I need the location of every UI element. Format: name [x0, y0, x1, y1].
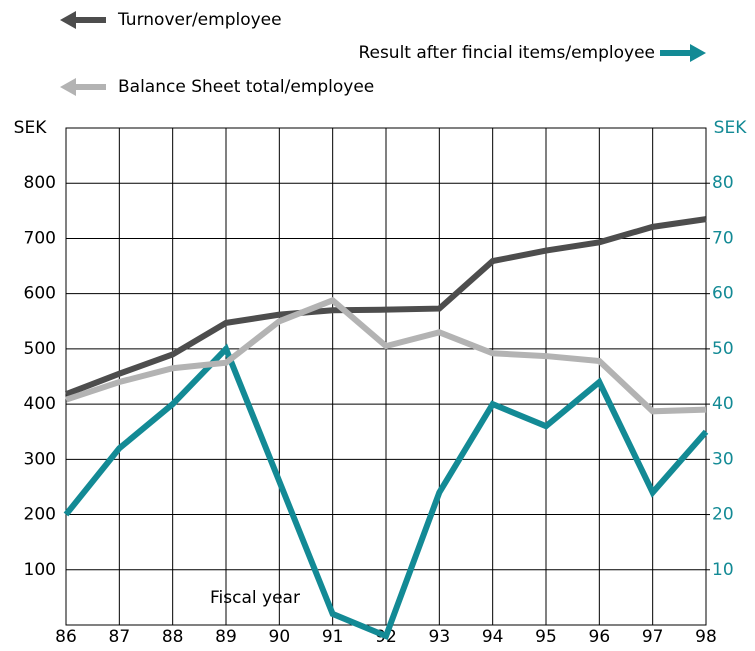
series-line [63, 343, 709, 641]
x-tick-label: 94 [482, 627, 504, 647]
y-tick-label: 200 [24, 505, 56, 525]
y-axis-label: SEK [14, 118, 48, 138]
legend-label: Balance Sheet total/employee [118, 77, 374, 97]
y-tick-label: 600 [24, 284, 56, 304]
x-tick-label: 91 [322, 627, 344, 647]
x-tick-label: 96 [589, 627, 611, 647]
y2-tick-label: 10 [712, 560, 734, 580]
x-tick-label: 90 [269, 627, 291, 647]
x-axis-label: Fiscal year [210, 588, 300, 608]
y-tick-label: 800 [24, 173, 56, 193]
x-tick-label: 86 [55, 627, 77, 647]
legend-label: Turnover/employee [117, 10, 282, 30]
series-line [65, 296, 707, 415]
y2-tick-label: 30 [712, 449, 734, 469]
legend-arrow [660, 44, 706, 62]
y2-tick-label: 60 [712, 284, 734, 304]
y2-tick-label: 70 [712, 228, 734, 248]
x-tick-label: 88 [162, 627, 184, 647]
y-tick-label: 400 [24, 394, 56, 414]
x-tick-label: 89 [215, 627, 237, 647]
y-tick-label: 500 [24, 339, 56, 359]
x-tick-label: 98 [695, 627, 717, 647]
x-tick-label: 97 [642, 627, 664, 647]
legend-arrow [60, 78, 106, 96]
y2-tick-label: 20 [712, 505, 734, 525]
x-tick-label: 95 [535, 627, 557, 647]
legend-label: Result after fincial items/employee [358, 43, 655, 63]
y2-tick-label: 40 [712, 394, 734, 414]
y-tick-label: 300 [24, 449, 56, 469]
y-tick-label: 700 [24, 228, 56, 248]
x-tick-label: 87 [109, 627, 131, 647]
legend-arrow [60, 11, 106, 29]
y2-axis-label: SEK [714, 118, 748, 138]
y2-tick-label: 50 [712, 339, 734, 359]
series-line [64, 216, 707, 397]
y-tick-label: 100 [24, 560, 56, 580]
y2-tick-label: 80 [712, 173, 734, 193]
x-tick-label: 93 [429, 627, 451, 647]
